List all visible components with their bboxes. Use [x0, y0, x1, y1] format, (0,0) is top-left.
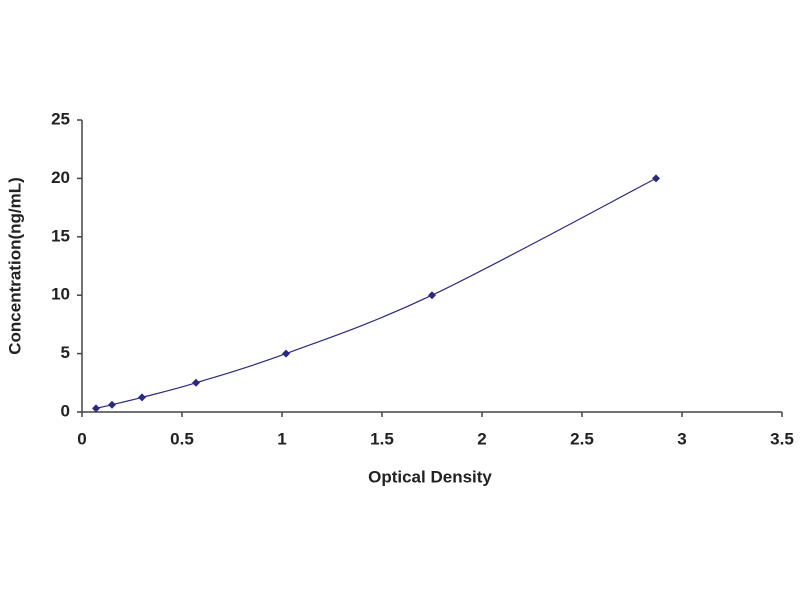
y-tick-label: 15	[51, 226, 70, 245]
data-point	[192, 378, 200, 387]
y-axis-title: Concentration(ng/mL)	[5, 177, 24, 355]
x-tick-label: 0	[77, 429, 86, 448]
data-point	[138, 393, 146, 402]
x-tick-label: 1	[277, 429, 286, 448]
y-tick-label: 0	[61, 401, 70, 420]
x-tick-label: 2.5	[570, 429, 594, 448]
x-tick-label: 3	[677, 429, 686, 448]
data-point	[428, 291, 436, 300]
y-tick-label: 5	[61, 343, 70, 362]
data-point	[282, 349, 290, 358]
x-tick-label: 2	[477, 429, 486, 448]
x-axis-title: Optical Density	[368, 467, 492, 486]
fit-curve	[95, 177, 657, 409]
y-tick-label: 25	[51, 109, 70, 128]
data-point	[92, 404, 100, 413]
x-tick-label: 0.5	[170, 429, 194, 448]
y-tick-label: 10	[51, 285, 70, 304]
data-point	[652, 174, 660, 183]
y-tick-label: 20	[51, 168, 70, 187]
x-tick-label: 3.5	[770, 429, 794, 448]
data-point	[108, 400, 116, 409]
x-tick-label: 1.5	[370, 429, 394, 448]
